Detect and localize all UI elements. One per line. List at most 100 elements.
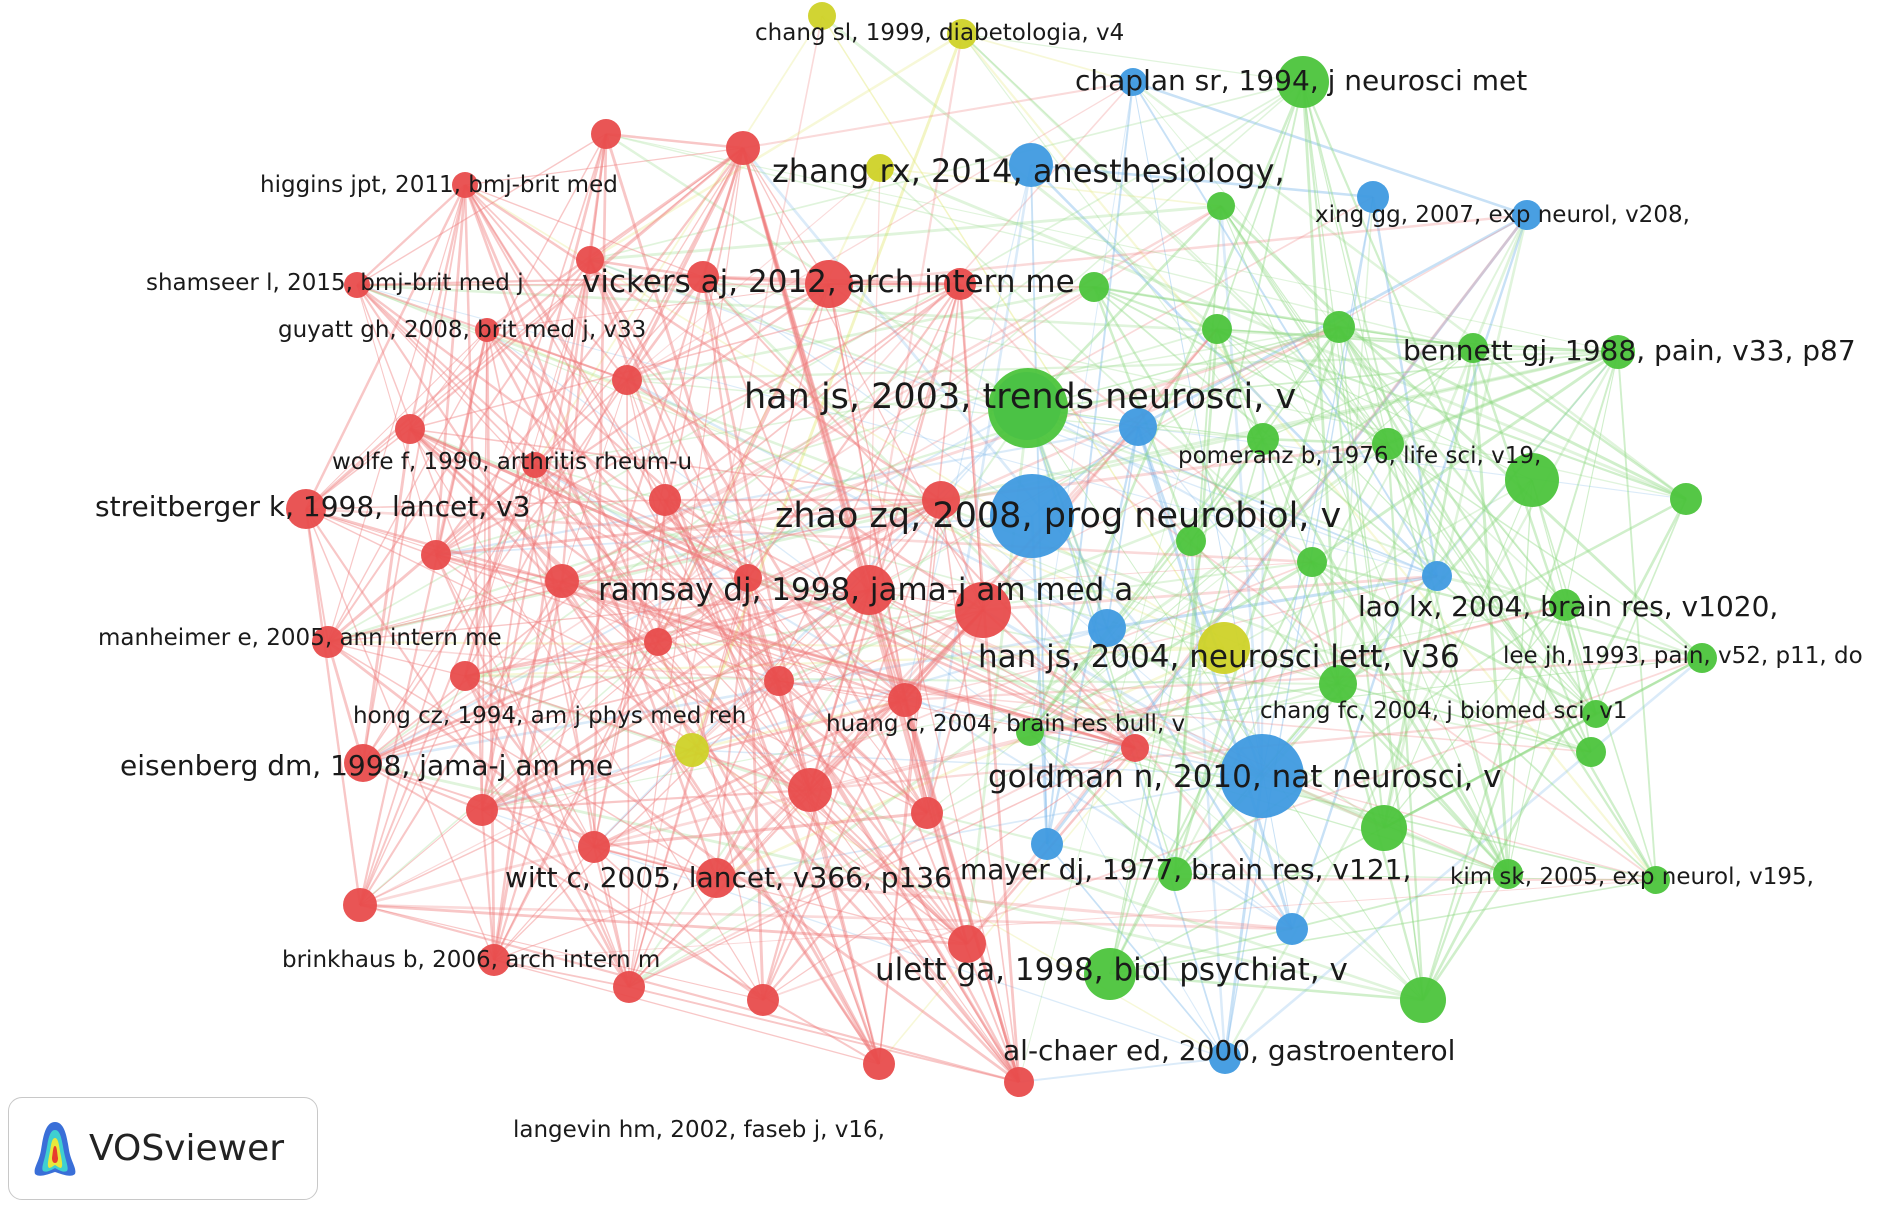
green-cluster-node[interactable]: [1319, 665, 1357, 703]
green-cluster-node[interactable]: [1400, 977, 1446, 1023]
red-cluster-node[interactable]: [726, 131, 760, 165]
node-label[interactable]: ulett ga, 1998, biol psychiat, v: [875, 952, 1348, 988]
red-cluster-node[interactable]: [286, 489, 326, 529]
red-cluster-node[interactable]: [578, 831, 610, 863]
node-label[interactable]: al-chaer ed, 2000, gastroenterol: [1003, 1034, 1455, 1067]
red-cluster-node[interactable]: [478, 944, 510, 976]
green-cluster-node[interactable]: [1323, 311, 1355, 343]
blue-cluster-node[interactable]: [1220, 734, 1304, 818]
red-cluster-node[interactable]: [944, 268, 976, 300]
green-cluster-node[interactable]: [988, 368, 1068, 448]
node-label[interactable]: pomeranz b, 1976, life sci, v19,: [1178, 443, 1541, 469]
red-cluster-node[interactable]: [734, 564, 762, 592]
blue-cluster-node[interactable]: [1209, 1042, 1241, 1074]
node-label[interactable]: bennett gj, 1988, pain, v33, p87: [1403, 334, 1856, 367]
green-cluster-node[interactable]: [1601, 335, 1635, 369]
node-label[interactable]: mayer dj, 1977, brain res, v121,: [960, 853, 1411, 886]
red-cluster-node[interactable]: [395, 414, 425, 444]
red-cluster-node[interactable]: [344, 272, 370, 298]
red-cluster-node[interactable]: [450, 661, 480, 691]
yellow-cluster-node[interactable]: [675, 733, 709, 767]
red-cluster-node[interactable]: [344, 744, 382, 782]
green-cluster-node[interactable]: [1016, 718, 1044, 746]
red-cluster-node[interactable]: [696, 858, 736, 898]
red-cluster-node[interactable]: [922, 481, 960, 519]
red-cluster-node[interactable]: [911, 797, 943, 829]
blue-cluster-node[interactable]: [990, 474, 1074, 558]
green-cluster-node[interactable]: [1247, 423, 1279, 455]
red-cluster-node[interactable]: [687, 261, 719, 293]
node-label[interactable]: han js, 2003, trends neurosci, v: [744, 377, 1296, 417]
node-label[interactable]: zhao zq, 2008, prog neurobiol, v: [775, 496, 1341, 536]
red-cluster-node[interactable]: [788, 768, 832, 812]
yellow-cluster-node[interactable]: [1198, 622, 1250, 674]
green-cluster-node[interactable]: [1458, 333, 1488, 363]
node-label[interactable]: vickers aj, 2012, arch intern me: [582, 264, 1075, 300]
red-cluster-node[interactable]: [522, 452, 548, 478]
node-label[interactable]: guyatt gh, 2008, brit med j, v33: [278, 317, 646, 343]
green-cluster-node[interactable]: [1576, 737, 1606, 767]
node-label[interactable]: kim sk, 2005, exp neurol, v195,: [1450, 864, 1814, 890]
green-cluster-node[interactable]: [1493, 859, 1523, 889]
green-cluster-node[interactable]: [1176, 526, 1206, 556]
blue-cluster-node[interactable]: [1009, 143, 1053, 187]
red-cluster-node[interactable]: [466, 794, 498, 826]
node-label[interactable]: shamseer l, 2015, bmj-brit med j: [146, 270, 524, 296]
green-cluster-node[interactable]: [1549, 589, 1581, 621]
blue-cluster-node[interactable]: [1119, 68, 1147, 96]
node-label[interactable]: wolfe f, 1990, arthritis rheum-u: [332, 449, 692, 475]
green-cluster-node[interactable]: [1297, 547, 1327, 577]
blue-cluster-node[interactable]: [1088, 609, 1126, 647]
red-cluster-node[interactable]: [764, 666, 794, 696]
node-label[interactable]: goldman n, 2010, nat neurosci, v: [988, 759, 1502, 795]
red-cluster-node[interactable]: [948, 925, 986, 963]
node-label[interactable]: hong cz, 1994, am j phys med reh: [353, 703, 746, 729]
green-cluster-node[interactable]: [1084, 948, 1136, 1000]
red-cluster-node[interactable]: [576, 246, 604, 274]
red-cluster-node[interactable]: [421, 540, 451, 570]
node-label[interactable]: chaplan sr, 1994, j neurosci met: [1075, 64, 1527, 97]
yellow-cluster-node[interactable]: [808, 2, 836, 30]
blue-cluster-node[interactable]: [1422, 561, 1452, 591]
red-cluster-node[interactable]: [844, 565, 894, 615]
yellow-cluster-node[interactable]: [947, 19, 977, 49]
red-cluster-node[interactable]: [312, 626, 344, 658]
red-cluster-node[interactable]: [747, 984, 779, 1016]
red-cluster-node[interactable]: [863, 1048, 895, 1080]
node-label[interactable]: brinkhaus b, 2006, arch intern m: [282, 947, 660, 973]
node-label[interactable]: xing gg, 2007, exp neurol, v208,: [1315, 202, 1690, 228]
green-cluster-node[interactable]: [1687, 643, 1717, 673]
node-label[interactable]: huang c, 2004, brain res bull, v: [826, 711, 1185, 737]
red-cluster-node[interactable]: [613, 971, 645, 1003]
node-label[interactable]: witt c, 2005, lancet, v366, p136: [505, 861, 952, 894]
node-label[interactable]: han js, 2004, neurosci lett, v36: [978, 639, 1460, 675]
red-cluster-node[interactable]: [955, 582, 1011, 638]
red-cluster-node[interactable]: [649, 484, 681, 516]
green-cluster-node[interactable]: [1670, 483, 1702, 515]
red-cluster-node[interactable]: [644, 628, 672, 656]
node-label[interactable]: lee jh, 1993, pain, v52, p11, do: [1503, 643, 1863, 669]
red-cluster-node[interactable]: [612, 365, 642, 395]
green-cluster-node[interactable]: [1372, 428, 1404, 460]
blue-cluster-node[interactable]: [1031, 828, 1063, 860]
green-cluster-node[interactable]: [1158, 857, 1192, 891]
red-cluster-node[interactable]: [888, 683, 922, 717]
blue-cluster-node[interactable]: [1357, 181, 1389, 213]
red-cluster-node[interactable]: [1121, 734, 1149, 762]
red-cluster-node[interactable]: [475, 318, 499, 342]
green-cluster-node[interactable]: [1207, 192, 1235, 220]
green-cluster-node[interactable]: [1361, 805, 1407, 851]
node-label[interactable]: higgins jpt, 2011, bmj-brit med: [260, 172, 618, 198]
red-cluster-node[interactable]: [1004, 1067, 1034, 1097]
blue-cluster-node[interactable]: [1119, 408, 1157, 446]
node-label[interactable]: chang sl, 1999, diabetologia, v4: [755, 20, 1124, 46]
red-cluster-node[interactable]: [343, 888, 377, 922]
green-cluster-node[interactable]: [1505, 453, 1559, 507]
red-cluster-node[interactable]: [452, 172, 478, 198]
blue-cluster-node[interactable]: [1512, 200, 1542, 230]
blue-cluster-node[interactable]: [1276, 913, 1308, 945]
red-cluster-node[interactable]: [545, 564, 579, 598]
green-cluster-node[interactable]: [1202, 314, 1232, 344]
red-cluster-node[interactable]: [591, 119, 621, 149]
node-label[interactable]: streitberger k, 1998, lancet, v3: [95, 490, 530, 523]
